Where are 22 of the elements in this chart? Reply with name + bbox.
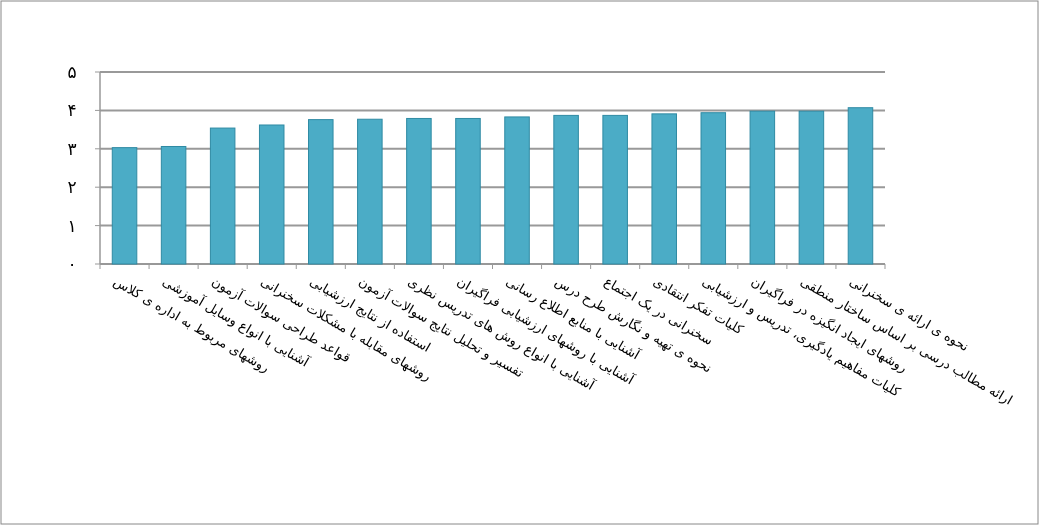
bar [258,124,285,265]
y-tick-label: ۴ [67,100,77,121]
bar [749,110,776,265]
y-tick-label: ۵ [67,62,77,82]
y-tick-label: ۱ [67,215,77,236]
bar [308,119,334,265]
bar [700,112,727,265]
y-tick-label: ۳ [67,138,77,159]
bar [798,110,825,265]
bar [160,146,187,265]
bar [111,147,138,265]
bar [357,118,383,265]
bar [455,117,481,265]
y-tick-label: ۲ [67,177,77,198]
bar [651,113,677,265]
bar [406,117,432,265]
bar [504,116,530,265]
bar [847,107,874,265]
bar [553,114,579,265]
y-tick-label: ۰ [67,254,77,274]
bar [602,114,628,265]
bar [209,127,236,265]
